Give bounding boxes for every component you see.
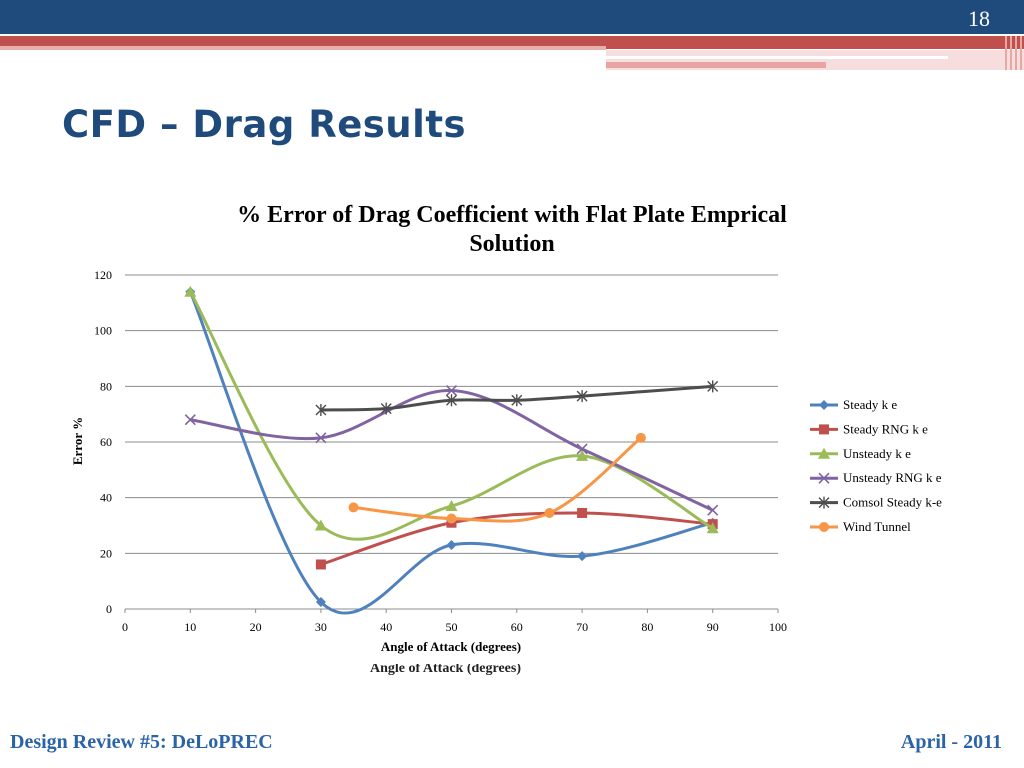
data-point-unsteady-k-e	[706, 522, 719, 534]
legend-marker-comsol-steady-k-e	[818, 496, 830, 509]
legend-marker-unsteady-k-e	[818, 447, 830, 459]
slide-number: 18	[968, 6, 990, 31]
data-point-comsol-steady-k-e	[446, 394, 457, 407]
data-point-unsteady-rng-k-e	[445, 384, 458, 397]
data-point-unsteady-k-e	[314, 519, 327, 531]
y-tick-label: 120	[94, 268, 112, 282]
legend-marker-steady-k-e	[819, 400, 829, 410]
x-tick-label: 80	[641, 620, 653, 634]
data-point-steady-k-e	[315, 597, 326, 608]
data-point-steady-rng-k-e	[577, 507, 588, 518]
x-tick-label: 40	[380, 620, 392, 634]
legend-label-unsteady-k-e: Unsteady k e	[843, 446, 911, 461]
data-point-unsteady-rng-k-e	[576, 443, 588, 455]
y-tick-label: 100	[94, 324, 112, 338]
accent-bar-light	[0, 46, 606, 50]
series-line-steady-k-e	[188, 291, 714, 615]
x-tick-label: 30	[315, 620, 327, 634]
series-line-wind-tunnel	[353, 436, 642, 523]
data-point-wind-tunnel	[446, 513, 457, 524]
x-tick-label: 60	[511, 620, 523, 634]
y-tick-label: 20	[100, 546, 112, 560]
legend-label-steady-k-e: Steady k e	[843, 397, 897, 412]
footer-left: Design Review #5: DeLoPREC	[10, 731, 273, 753]
x-tick-label: 50	[446, 620, 458, 634]
y-tick-label: 60	[100, 435, 112, 449]
data-point-unsteady-rng-k-e	[184, 414, 196, 426]
data-point-comsol-steady-k-e	[707, 380, 719, 393]
chart-title: Solution	[469, 231, 554, 257]
y-tick-label: 0	[106, 602, 112, 616]
legend-label-unsteady-rng-k-e: Unsteady RNG k e	[843, 470, 942, 485]
data-point-comsol-steady-k-e	[576, 390, 588, 403]
data-point-unsteady-k-e	[576, 449, 589, 461]
legend-marker-steady-rng-k-e	[819, 424, 829, 435]
y-tick-label: 40	[100, 491, 112, 505]
accent-line	[606, 62, 826, 68]
y-tick-label: 80	[100, 379, 112, 393]
series-line-steady-rng-k-e	[320, 511, 713, 566]
data-point-wind-tunnel	[544, 507, 555, 518]
slide-title: CFD – Drag Results	[62, 103, 467, 146]
x-tick-label: 10	[184, 620, 196, 634]
header-bar	[0, 0, 1024, 34]
footer-right: April - 2011	[900, 731, 1002, 753]
x-tick-label: 70	[576, 620, 588, 634]
data-point-unsteady-rng-k-e	[707, 504, 719, 516]
data-point-comsol-steady-k-e	[511, 394, 523, 407]
accent-line	[606, 56, 948, 59]
data-point-unsteady-rng-k-e	[315, 432, 327, 444]
data-point-comsol-steady-k-e	[315, 403, 327, 416]
x-tick-label: 0	[122, 620, 128, 634]
x-tick-label: 20	[250, 620, 262, 634]
data-point-steady-rng-k-e	[315, 559, 326, 570]
y-axis-title: Error %	[70, 417, 85, 465]
x-axis-title: Angle of Attack (degrees)	[381, 639, 521, 654]
series-line-unsteady-k-e	[188, 290, 714, 541]
legend-marker-wind-tunnel	[819, 522, 829, 532]
legend-marker-unsteady-rng-k-e	[818, 472, 830, 484]
legend-label-comsol-steady-k-e: Comsol Steady k-e	[843, 495, 942, 510]
drag-error-chart: % Error of Drag Coefficient with Flat Pl…	[70, 202, 942, 654]
legend-label-wind-tunnel: Wind Tunnel	[843, 519, 911, 534]
data-point-wind-tunnel	[635, 432, 646, 443]
accent-stripes	[1003, 36, 1024, 70]
data-point-unsteady-k-e	[184, 285, 197, 297]
x-tick-label: 100	[769, 620, 787, 634]
data-point-steady-k-e	[577, 551, 588, 562]
ghost-axis-label: Angle of Attack (degrees)	[370, 664, 521, 676]
data-point-comsol-steady-k-e	[380, 402, 392, 415]
x-tick-label: 90	[707, 620, 719, 634]
data-point-unsteady-k-e	[445, 500, 458, 512]
data-point-wind-tunnel	[348, 502, 359, 513]
data-point-steady-k-e	[446, 539, 457, 550]
legend-label-steady-rng-k-e: Steady RNG k e	[843, 421, 928, 436]
accent-bar	[0, 36, 1024, 49]
series-line-comsol-steady-k-e	[320, 384, 713, 412]
chart-title: % Error of Drag Coefficient with Flat Pl…	[237, 202, 787, 228]
